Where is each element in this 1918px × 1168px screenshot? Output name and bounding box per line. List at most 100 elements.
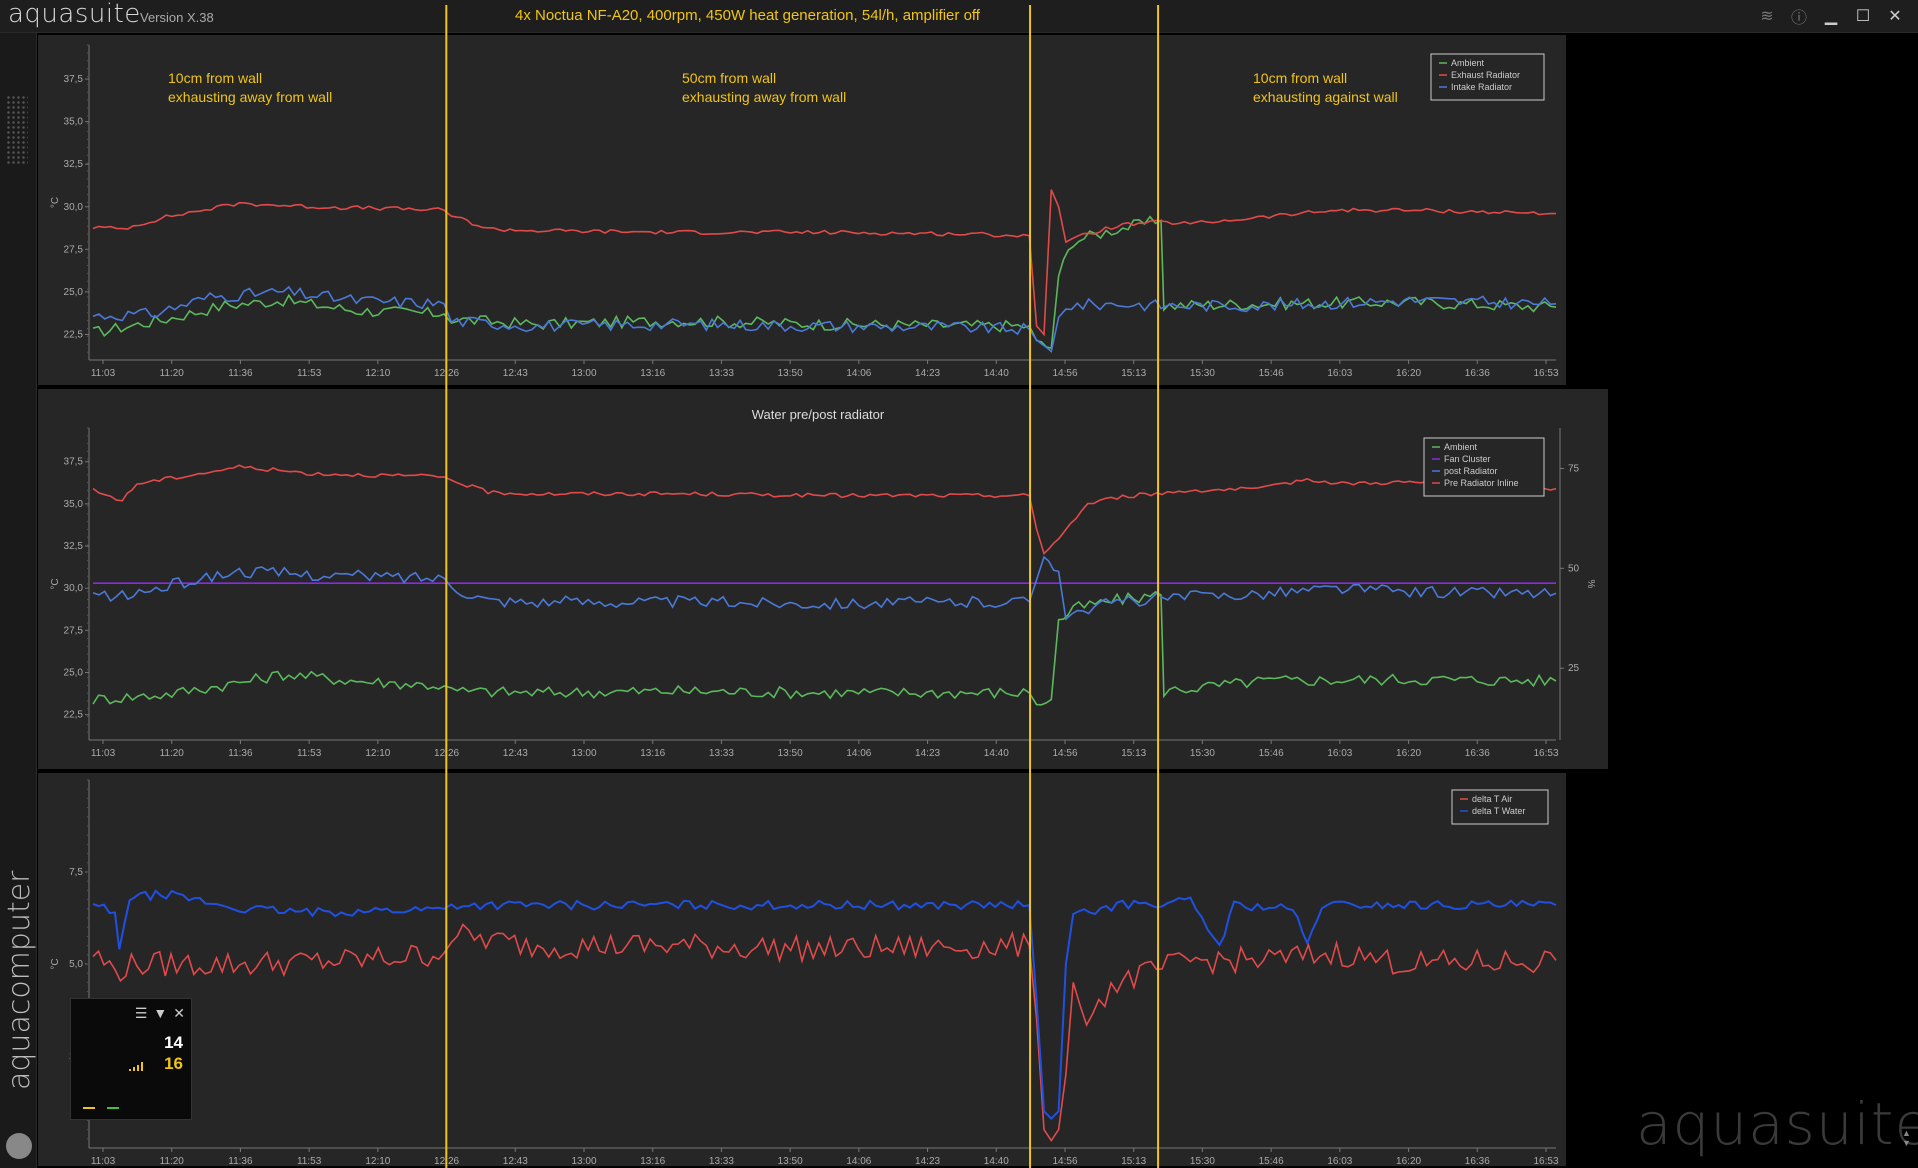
x-tick-label: 12:10 [365,748,390,759]
x-tick-label: 13:16 [640,748,665,759]
x-tick-label: 14:56 [1052,1156,1077,1167]
chart-2: 22,5 25,0 27,5 30,0 32,5 35,0 37,5 °C 11:03 11:20… [50,407,1596,759]
x-tick-label: 13:33 [709,748,734,759]
y-tick-label: 35,0 [64,117,84,128]
x-tick-label: 14:06 [846,1156,871,1167]
x-tick-label: 11:03 [91,748,116,759]
dropdown-icon[interactable]: ▼ [153,1005,168,1021]
annotation-line2: exhausting away from wall [682,89,846,105]
legend-box [1451,789,1549,825]
page-title: 4x Noctua NF-A20, 400rpm, 450W heat gene… [515,7,980,24]
y-tick-label: 22,5 [64,710,84,721]
menu-icon[interactable]: ☰ [134,1005,148,1021]
legend-box [1423,437,1545,497]
x-tick-label: 14:23 [915,368,940,379]
x-tick-label: 11:53 [297,1156,322,1167]
floating-widget[interactable]: ☰ ▼ ✕ 14 16 [70,998,192,1120]
left-sidebar [0,33,37,1168]
legend-entry: Ambient [1451,58,1485,68]
chart-title: Water pre/post radiator [752,407,885,422]
minimize-icon[interactable]: ▁ [1824,8,1838,25]
x-tick-label: 16:36 [1465,748,1490,759]
series-line [92,464,1557,555]
x-tick-label: 15:46 [1259,1156,1284,1167]
x-tick-label: 14:40 [984,748,1009,759]
y-tick-label: 35,0 [64,499,84,510]
widget-value-2: 16 [164,1054,183,1073]
x-tick-label: 16:20 [1396,1156,1421,1167]
info-icon[interactable]: ⓘ [1790,10,1807,27]
x-tick-label: 16:03 [1327,1156,1352,1167]
x-tick-label: 12:43 [503,748,528,759]
chart-1: 22,5 25,0 27,5 30,0 32,5 35,0 37,5 °C 11:03 11:20… [50,44,1559,379]
x-tick-label: 11:20 [160,1156,185,1167]
x-tick-label: 16:53 [1533,1156,1558,1167]
x-tick-label: 14:40 [984,368,1009,379]
y-tick-label: 37,5 [64,457,84,468]
annotation-line1: 50cm from wall [682,70,776,86]
y-tick-label: 22,5 [64,329,84,340]
series-line [92,590,1557,706]
x-tick-label: 14:06 [846,368,871,379]
x-tick-label: 11:36 [228,368,253,379]
layers-icon[interactable]: ≋ [1760,8,1774,25]
y-tick-label: 32,5 [64,159,84,170]
x-tick-label: 13:16 [640,368,665,379]
x-tick-label: 14:56 [1052,368,1077,379]
widget-close-icon[interactable]: ✕ [173,1005,185,1021]
window-controls: ≋ ⓘ ▁ ☐ ✕ [1754,4,1908,28]
scroll-arrows-icon[interactable]: ▲ ▼ [1902,1128,1911,1148]
y-tick-label: 5,0 [69,959,83,970]
legend-box [1430,53,1545,101]
close-icon[interactable]: ✕ [1888,8,1902,25]
x-tick-label: 16:20 [1396,748,1421,759]
x-tick-label: 11:03 [91,1156,116,1167]
x-tick-label: 13:50 [778,748,803,759]
x-tick-label: 13:00 [571,368,596,379]
x-tick-label: 13:33 [709,368,734,379]
x-tick-label: 12:43 [503,1156,528,1167]
x-tick-label: 15:30 [1190,748,1215,759]
y-tick-label: 25,0 [64,668,84,679]
annotation-line1: 10cm from wall [168,70,262,86]
watermark: aquasuite [1636,1090,1918,1158]
x-tick-label: 11:36 [228,748,253,759]
signal-icon [129,1062,143,1071]
x-tick-label: 12:10 [365,368,390,379]
x-tick-label: 15:30 [1190,1156,1215,1167]
y-axis-label: °C [50,578,61,589]
dots-icon[interactable] [6,95,28,165]
maximize-icon[interactable]: ☐ [1855,8,1871,25]
series-line [92,923,1557,1143]
title-bar: aquasuite Version X.38 4x Noctua NF-A20,… [0,0,1918,33]
x-tick-label: 13:33 [709,1156,734,1167]
x-tick-label: 11:53 [297,748,322,759]
y2-tick-label: 50 [1568,563,1580,574]
x-tick-label: 11:20 [160,748,185,759]
x-tick-label: 16:53 [1533,748,1558,759]
x-tick-label: 12:43 [503,368,528,379]
series-line [92,555,1557,621]
x-tick-label: 16:53 [1533,368,1558,379]
legend-entry: delta T Water [1472,806,1525,816]
x-tick-label: 13:00 [571,1156,596,1167]
y-tick-label: 27,5 [64,244,84,255]
x-tick-label: 13:50 [778,368,803,379]
y-axis-label: °C [50,197,61,208]
x-tick-label: 16:36 [1465,368,1490,379]
x-tick-label: 16:20 [1396,368,1421,379]
y-tick-label: 7,5 [69,867,83,878]
x-tick-label: 14:56 [1052,748,1077,759]
chart-panel-2 [38,389,1608,769]
x-tick-label: 13:50 [778,1156,803,1167]
widget-value-1: 14 [164,1033,183,1052]
x-tick-label: 14:23 [915,748,940,759]
x-tick-label: 14:06 [846,748,871,759]
chart-3: 2,55,07,5°C11:0311:2011:3611:5312:1012:2… [50,779,1559,1167]
x-tick-label: 15:46 [1259,748,1284,759]
x-tick-label: 11:20 [160,368,185,379]
series-line [92,285,1557,353]
x-tick-label: 15:13 [1121,368,1146,379]
y2-tick-label: 25 [1568,663,1580,674]
x-tick-label: 13:00 [571,748,596,759]
